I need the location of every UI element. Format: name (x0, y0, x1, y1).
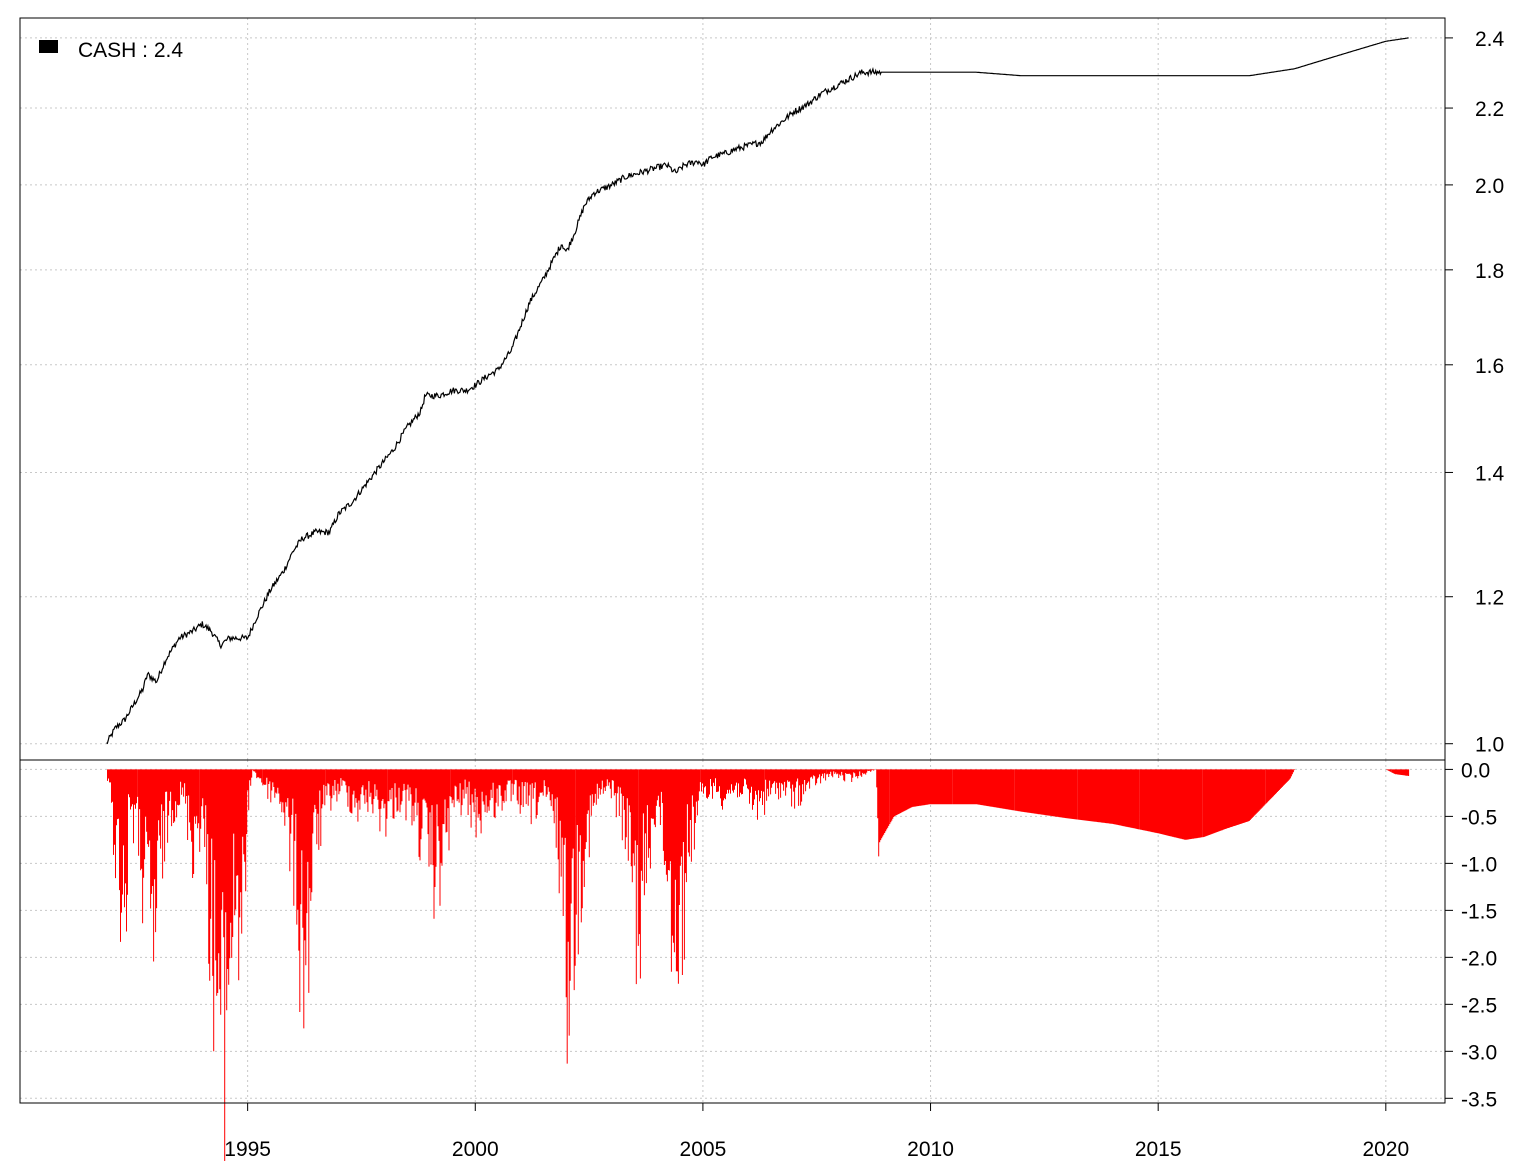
equity-line (106, 37, 1409, 745)
x-tick-label: 2015 (1135, 1138, 1182, 1161)
bottom-panel-grid (20, 760, 1445, 1103)
bottom-y-tick-label: -2.5 (1461, 994, 1497, 1017)
top-y-tick-label: 1.4 (1475, 462, 1505, 485)
top-y-tick-label: 2.2 (1475, 98, 1504, 121)
drawdown-series (107, 769, 1410, 1166)
x-tick-label: 2020 (1362, 1138, 1409, 1161)
top-y-tick-label: 1.2 (1475, 587, 1504, 610)
bottom-y-tick-label: -0.5 (1461, 806, 1497, 829)
x-tick-label: 2000 (452, 1138, 499, 1161)
bottom-y-tick-label: -1.5 (1461, 900, 1497, 923)
bottom-y-tick-label: -2.0 (1461, 947, 1497, 970)
x-tick-label: 2005 (680, 1138, 727, 1161)
legend: CASH : 2.4 (39, 39, 183, 62)
bottom-y-axis: 0.0 -0.5 -1.0 -1.5 -2.0 -2.5 -3.0 -3.5 (1445, 759, 1497, 1111)
top-y-tick-label: 1.6 (1475, 355, 1504, 378)
bottom-y-tick-label: 0.0 (1461, 759, 1490, 782)
x-tick-label: 1995 (224, 1138, 271, 1161)
x-axis: 1995 2000 2005 2010 2015 2020 (224, 1102, 1409, 1161)
equity-series (106, 37, 1409, 745)
top-y-axis: 1.0 1.2 1.4 1.6 1.8 2.0 2.2 2.4 (1445, 28, 1505, 757)
top-y-tick-label: 2.4 (1475, 28, 1505, 51)
drawdown-bars (107, 769, 1410, 1166)
bottom-y-tick-label: -3.0 (1461, 1041, 1497, 1064)
x-tick-label: 2010 (907, 1138, 954, 1161)
top-y-tick-label: 2.0 (1475, 175, 1504, 198)
bottom-y-tick-label: -1.0 (1461, 853, 1497, 876)
top-y-tick-label: 1.8 (1475, 260, 1504, 283)
legend-swatch (39, 40, 58, 53)
top-panel-grid (20, 18, 1445, 760)
legend-label: CASH : 2.4 (78, 39, 183, 62)
bottom-y-tick-label: -3.5 (1461, 1088, 1497, 1111)
top-y-tick-label: 1.0 (1475, 734, 1504, 757)
